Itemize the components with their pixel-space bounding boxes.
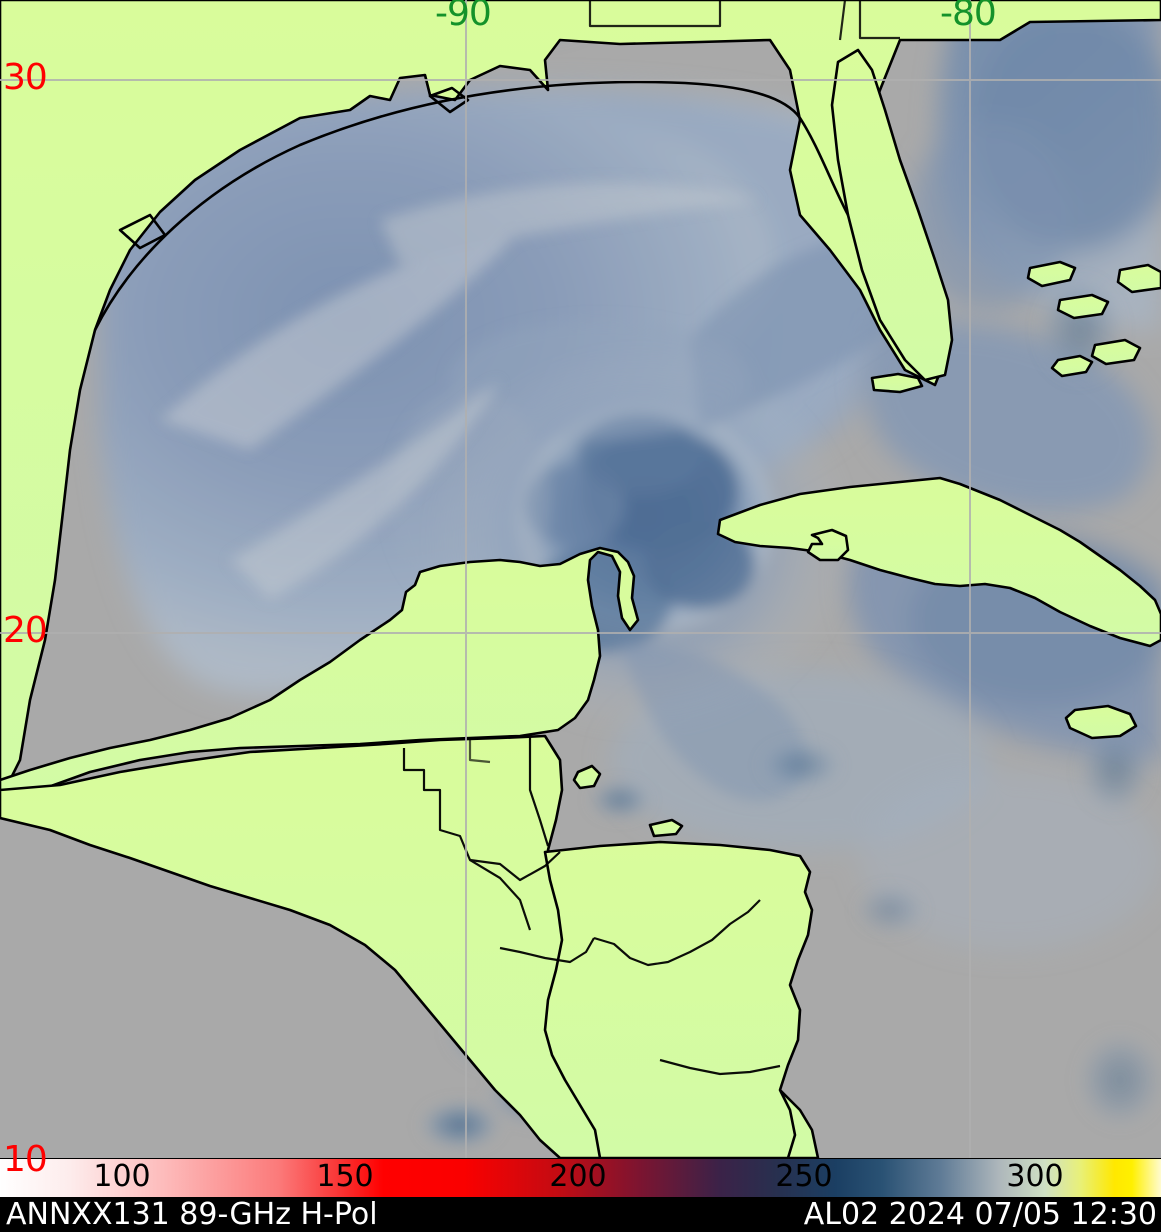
political-borders <box>402 0 900 1076</box>
honduras-nicaragua-land <box>543 840 814 1158</box>
isla-de-la-juventud-land <box>806 528 850 562</box>
graticule-gridlines <box>0 0 1161 1158</box>
longitude-label-minus90: -90 <box>435 0 492 34</box>
microwave-brightness-temperature-map <box>0 0 1161 1158</box>
product-label: ANNXX131 89-GHz H-Pol <box>6 1197 378 1232</box>
colorbar-tick-100: 100 <box>93 1159 151 1194</box>
latitude-label-20: 20 <box>3 610 48 651</box>
bahamas-island-3 <box>1090 338 1142 366</box>
colorbar-tick-150: 150 <box>316 1159 374 1194</box>
gulf-coastline <box>93 80 850 331</box>
bahamas-island-2 <box>1056 293 1110 320</box>
landmasses <box>0 0 1161 1158</box>
colorbar-container: 100 150 200 250 300 <box>0 1158 1161 1198</box>
florida-peninsula-land <box>830 48 954 382</box>
cuba-land <box>716 476 1161 648</box>
bahamas-island-4 <box>1050 354 1094 378</box>
western-atlantic-water <box>910 0 1161 330</box>
bahamas-island-5 <box>1116 263 1161 294</box>
map-canvas[interactable]: 30 20 -90 -80 <box>0 0 1161 1158</box>
bay-islands-land <box>648 818 684 838</box>
colorbar-tick-300: 300 <box>1006 1159 1064 1194</box>
latitude-label-30: 30 <box>3 57 48 98</box>
florida-keys-land <box>870 372 924 394</box>
footer-bar: ANNXX131 89-GHz H-Pol AL02 2024 07/05 12… <box>0 1198 1161 1232</box>
colorbar-tick-200: 200 <box>549 1159 607 1194</box>
longitude-label-minus80: -80 <box>940 0 997 34</box>
latitude-label-10: 10 <box>3 1139 48 1180</box>
cloud-striations <box>160 182 760 600</box>
storm-timestamp-label: AL02 2024 07/05 12:30 <box>803 1197 1157 1232</box>
bahamas-islands-land <box>1026 260 1077 288</box>
jamaica-land <box>1064 704 1138 740</box>
colorbar-tick-250: 250 <box>775 1159 833 1194</box>
brightness-temperature-colorbar[interactable] <box>0 1159 1161 1197</box>
cozumel-island-land <box>572 764 602 790</box>
